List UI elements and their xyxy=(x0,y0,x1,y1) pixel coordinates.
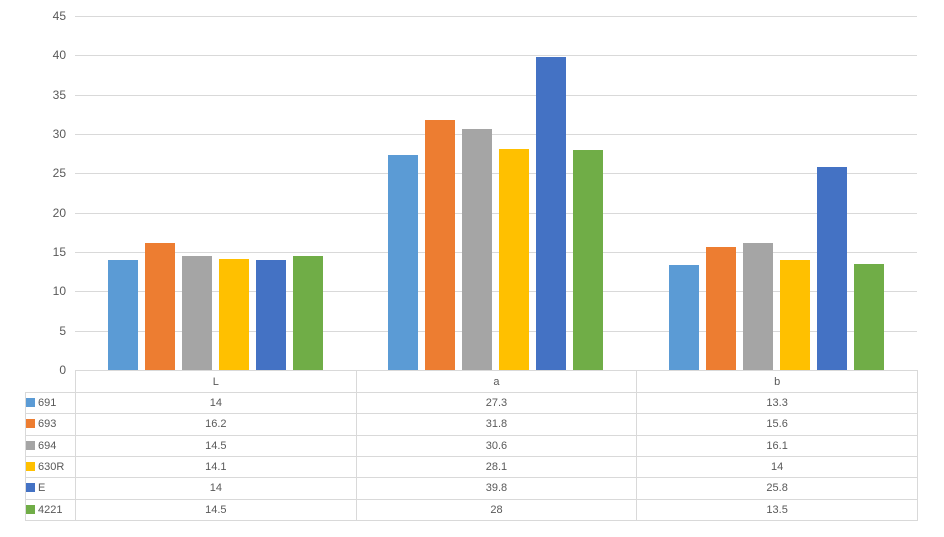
y-axis-tick-label: 10 xyxy=(52,284,66,299)
legend-swatch-E xyxy=(26,483,35,493)
bar-630R-b[interactable] xyxy=(780,259,811,370)
bar-694-L[interactable] xyxy=(181,255,212,370)
table-cell-4221-a: 28 xyxy=(355,498,638,521)
bar-691-L[interactable] xyxy=(107,259,138,370)
gridline xyxy=(75,55,917,57)
gridline xyxy=(75,291,917,293)
table-row-E: E 14 39.8 25.8 xyxy=(25,477,918,500)
gridline xyxy=(75,252,917,253)
table-header-a: a xyxy=(355,370,638,393)
table-cell-4221-b: 13.5 xyxy=(636,498,918,521)
y-axis-tick-label: 40 xyxy=(52,48,66,63)
table-cell-630R-b: 14 xyxy=(636,455,918,479)
table-cell-E-a: 39.8 xyxy=(355,477,638,500)
y-axis: 0 5 10 15 20 25 30 35 40 45 xyxy=(0,9,66,377)
table-cell-630R-L: 14.1 xyxy=(75,455,357,479)
bar-693-b[interactable] xyxy=(706,247,737,370)
legend-cell-630R: 630R xyxy=(25,455,76,479)
bar-694-b[interactable] xyxy=(743,243,774,370)
bar-group-a xyxy=(356,16,637,370)
plot-area xyxy=(75,16,917,370)
legend-swatch-694 xyxy=(26,440,35,450)
gridline xyxy=(75,134,917,135)
bar-4221-a[interactable] xyxy=(573,149,604,370)
table-cell-691-L: 14 xyxy=(75,391,357,415)
series-name-label: 693 xyxy=(38,418,57,431)
series-name-label: 694 xyxy=(38,439,57,452)
bar-630R-L[interactable] xyxy=(218,259,249,370)
table-cell-4221-L: 14.5 xyxy=(75,498,357,521)
y-axis-tick-label: 0 xyxy=(59,363,66,377)
bar-group-L xyxy=(75,16,356,370)
y-axis-tick-label: 30 xyxy=(52,127,66,141)
gridline xyxy=(75,173,917,175)
legend-swatch-693 xyxy=(26,419,35,429)
legend-swatch-4221 xyxy=(26,504,35,514)
table-row-4221: 4221 14.5 28 13.5 xyxy=(25,498,918,521)
table-row-694: 694 14.5 30.6 16.1 xyxy=(25,434,918,457)
table-row-630R: 630R 14.1 28.1 14 xyxy=(25,455,918,479)
bar-694-a[interactable] xyxy=(462,129,493,370)
y-axis-tick-label: 20 xyxy=(52,205,66,220)
bar-691-b[interactable] xyxy=(669,265,700,370)
series-name-label: 4221 xyxy=(38,503,63,516)
gridline xyxy=(75,16,917,17)
legend-swatch-691 xyxy=(26,398,35,408)
legend-cell-4221: 4221 xyxy=(25,498,76,521)
table-cell-691-b: 13.3 xyxy=(636,391,918,415)
legend-cell-694: 694 xyxy=(25,434,76,457)
y-axis-tick-label: 15 xyxy=(52,245,66,259)
table-row-691: 691 14 27.3 13.3 xyxy=(25,391,918,415)
bar-693-a[interactable] xyxy=(425,119,456,370)
table-cell-691-a: 27.3 xyxy=(355,391,638,415)
bar-group-b xyxy=(636,16,917,370)
table-cell-E-b: 25.8 xyxy=(636,477,918,500)
table-cell-694-a: 30.6 xyxy=(355,434,638,457)
y-axis-tick-label: 5 xyxy=(59,323,66,338)
bar-4221-b[interactable] xyxy=(854,263,885,370)
table-cell-630R-a: 28.1 xyxy=(355,455,638,479)
table-header-L: L xyxy=(75,370,357,393)
table-cell-E-L: 14 xyxy=(75,477,357,500)
gridline xyxy=(75,330,917,332)
table-corner-cell xyxy=(26,371,76,393)
table-cell-693-b: 15.6 xyxy=(636,413,918,436)
legend-cell-691: 691 xyxy=(25,391,76,415)
table-cell-693-a: 31.8 xyxy=(355,413,638,436)
bar-691-a[interactable] xyxy=(388,155,419,370)
gridline xyxy=(75,212,917,214)
table-cell-693-L: 16.2 xyxy=(75,413,357,436)
y-axis-tick-label: 25 xyxy=(52,166,66,181)
bar-630R-a[interactable] xyxy=(499,148,530,370)
y-axis-tick-label: 45 xyxy=(52,9,66,23)
series-name-label: E xyxy=(38,482,46,495)
bar-E-b[interactable] xyxy=(817,167,848,370)
table-cell-694-b: 16.1 xyxy=(636,434,918,457)
bar-693-L[interactable] xyxy=(144,242,175,370)
gridline xyxy=(75,94,917,96)
legend-swatch-630R xyxy=(26,462,35,472)
table-cell-694-L: 14.5 xyxy=(75,434,357,457)
table-row-693: 693 16.2 31.8 15.6 xyxy=(25,413,918,436)
series-name-label: 691 xyxy=(38,397,57,410)
series-name-label: 630R xyxy=(38,461,65,474)
legend-cell-E: E xyxy=(25,477,76,500)
bar-E-L[interactable] xyxy=(255,259,286,370)
bar-4221-L[interactable] xyxy=(292,255,323,370)
table-header-b: b xyxy=(636,370,918,393)
bar-E-a[interactable] xyxy=(536,56,567,370)
y-axis-tick-label: 35 xyxy=(52,87,66,102)
legend-cell-693: 693 xyxy=(25,413,76,436)
